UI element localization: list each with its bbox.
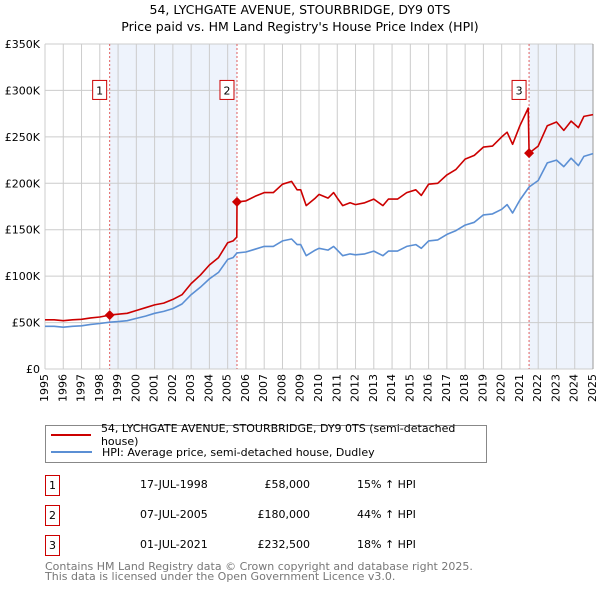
x-tick-label: 1996 (56, 374, 69, 402)
x-tick-label: 2008 (275, 374, 288, 402)
sale-point-marker (524, 148, 535, 159)
y-tick-label: £0 (26, 363, 40, 376)
x-tick-label: 2007 (257, 374, 270, 402)
x-tick-label: 2000 (129, 374, 142, 402)
footer-licence: This data is licensed under the Open Gov… (45, 570, 396, 583)
x-tick-label: 1997 (75, 374, 88, 402)
chart-badge-label: 2 (223, 84, 230, 97)
sale-point-marker (104, 310, 115, 321)
legend-item-hpi: HPI: Average price, semi-detached house,… (51, 444, 375, 460)
table-row: 3 01-JUL-2021 £232,500 18% ↑ HPI (45, 535, 545, 557)
transaction-price: £232,500 (257, 538, 311, 551)
series-line-property (45, 107, 594, 322)
y-tick-label: £250K (5, 131, 41, 144)
x-tick-label: 2021 (513, 374, 526, 402)
x-tick-label: 2010 (312, 374, 325, 402)
transaction-hpi: 15% ↑ HPI (357, 478, 416, 491)
sale-point-marker (231, 196, 242, 207)
x-tick-label: 2006 (239, 374, 252, 402)
y-tick-label: £150K (5, 224, 41, 237)
legend-swatch-hpi (51, 451, 92, 453)
legend-label-hpi: HPI: Average price, semi-detached house,… (102, 445, 375, 459)
chart-badge-box (219, 79, 235, 100)
table-row: 2 07-JUL-2005 £180,000 44% ↑ HPI (45, 505, 545, 527)
chart-badge-label: 3 (516, 84, 523, 97)
shaded-period (529, 44, 593, 369)
x-tick-label: 2024 (568, 374, 581, 402)
transaction-badge: 2 (45, 505, 60, 526)
chart-badge-box (511, 79, 527, 100)
transaction-badge: 3 (45, 535, 60, 556)
x-tick-label: 2020 (495, 374, 508, 402)
y-tick-label: £100K (5, 270, 41, 283)
chart-badge-label: 1 (96, 84, 103, 97)
transaction-date: 01-JUL-2021 (140, 538, 208, 551)
footer-copyright: Contains HM Land Registry data © Crown c… (45, 560, 473, 573)
x-tick-label: 2001 (148, 374, 161, 402)
x-tick-label: 2005 (221, 374, 234, 402)
legend: 54, LYCHGATE AVENUE, STOURBRIDGE, DY9 0T… (45, 422, 487, 463)
series-line-hpi (45, 152, 594, 329)
x-tick-label: 2015 (403, 374, 416, 402)
y-tick-label: £200K (5, 177, 41, 190)
x-tick-label: 2014 (385, 374, 398, 402)
transaction-date: 07-JUL-2005 (140, 508, 208, 521)
x-tick-label: 2022 (531, 374, 544, 402)
x-tick-label: 2018 (458, 374, 471, 402)
legend-label-property: 54, LYCHGATE AVENUE, STOURBRIDGE, DY9 0T… (100, 422, 456, 448)
x-tick-label: 2019 (476, 374, 489, 402)
y-tick-label: £350K (5, 38, 41, 51)
table-row: 1 17-JUL-1998 £58,000 15% ↑ HPI (45, 475, 545, 497)
transaction-price: £58,000 (264, 478, 311, 491)
x-tick-label: 2017 (440, 374, 453, 402)
transaction-badge: 1 (45, 475, 60, 496)
chart-badge-box (92, 79, 108, 100)
x-tick-label: 2023 (549, 374, 562, 402)
y-tick-label: £50K (12, 317, 41, 330)
y-tick-label: £300K (5, 84, 41, 97)
x-tick-label: 2016 (422, 374, 435, 402)
x-tick-label: 2011 (330, 374, 343, 402)
x-tick-label: 1998 (93, 374, 106, 402)
x-tick-label: 2002 (166, 374, 179, 402)
x-tick-label: 1995 (38, 374, 51, 402)
transaction-hpi: 18% ↑ HPI (357, 538, 416, 551)
x-tick-label: 2004 (202, 374, 215, 402)
x-tick-label: 2003 (184, 374, 197, 402)
transaction-price: £180,000 (257, 508, 311, 521)
x-tick-label: 2025 (586, 374, 599, 402)
legend-item-property: 54, LYCHGATE AVENUE, STOURBRIDGE, DY9 0T… (51, 422, 486, 448)
price-chart: 1995 1996 1997 1998 1999 2000 2001 2002 2003 2004… (5, 38, 599, 402)
x-tick-label: 2013 (367, 374, 380, 402)
transaction-hpi: 44% ↑ HPI (357, 508, 416, 521)
legend-swatch-property (51, 434, 91, 436)
x-tick-label: 2012 (349, 374, 362, 402)
x-tick-label: 2009 (294, 374, 307, 402)
x-tick-label: 1999 (111, 374, 124, 402)
chart-title: 54, LYCHGATE AVENUE, STOURBRIDGE, DY9 0T… (149, 2, 451, 17)
chart-subtitle: Price paid vs. HM Land Registry's House … (121, 19, 479, 34)
transaction-date: 17-JUL-1998 (140, 478, 208, 491)
